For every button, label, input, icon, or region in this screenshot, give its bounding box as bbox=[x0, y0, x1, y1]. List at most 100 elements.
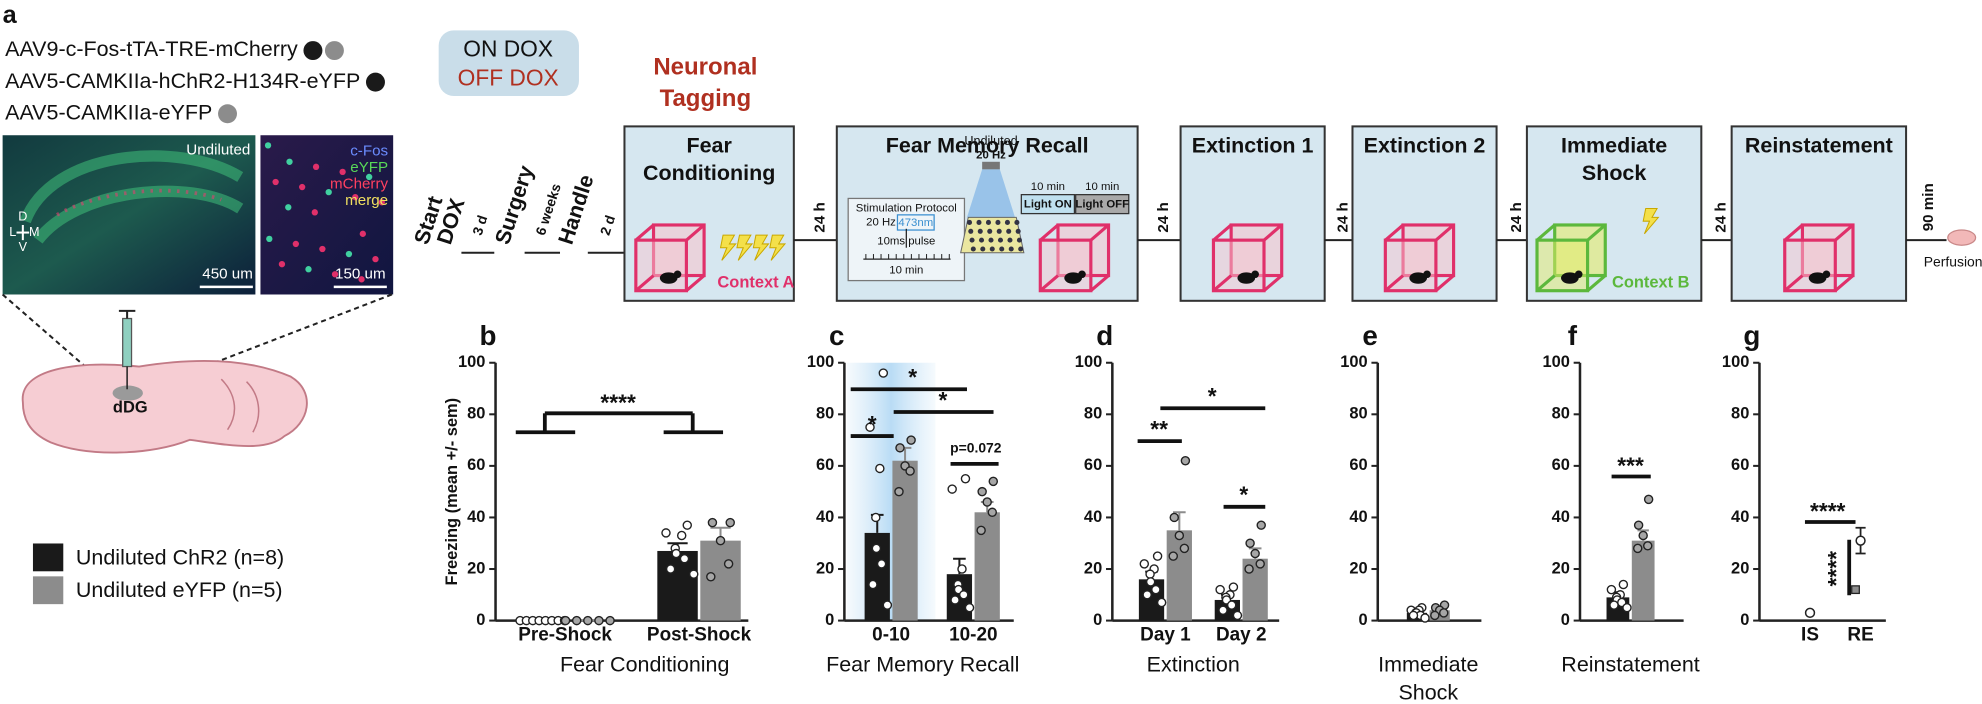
cell bbox=[378, 199, 385, 206]
label: M bbox=[29, 225, 40, 239]
data-point bbox=[1179, 543, 1190, 554]
context-edge bbox=[685, 223, 706, 242]
data-point bbox=[676, 530, 687, 541]
x-axis-label: Immediate bbox=[1378, 653, 1478, 677]
gap-label: 90 min bbox=[1920, 183, 1937, 231]
y-tick-label: 60 bbox=[1731, 456, 1749, 474]
cell bbox=[266, 235, 273, 243]
data-point bbox=[1642, 541, 1653, 551]
data-point bbox=[560, 615, 571, 626]
data-point bbox=[661, 528, 671, 538]
bar bbox=[1166, 530, 1192, 621]
mouse-head bbox=[1251, 270, 1259, 279]
data-point bbox=[671, 548, 681, 559]
bar bbox=[1631, 540, 1655, 621]
channel-label: eYFP bbox=[350, 159, 388, 176]
label: Neuronal bbox=[653, 54, 757, 81]
channel-label: merge bbox=[345, 192, 388, 209]
well bbox=[980, 246, 986, 252]
y-tick-label: 80 bbox=[467, 405, 485, 423]
mouse bbox=[1409, 272, 1428, 284]
y-tick-label: 40 bbox=[467, 508, 485, 526]
error-bar bbox=[1173, 511, 1186, 531]
data-point bbox=[906, 435, 916, 445]
y-tick-label: 100 bbox=[1722, 353, 1749, 371]
data-point bbox=[715, 535, 726, 546]
label: 20 Hz bbox=[866, 216, 896, 228]
cell bbox=[286, 158, 293, 165]
mouse-head bbox=[1078, 270, 1086, 279]
light-on bbox=[1020, 194, 1076, 215]
label: 10 min bbox=[889, 264, 923, 276]
significance-label: * bbox=[868, 411, 877, 437]
data-point bbox=[865, 422, 875, 432]
well bbox=[1007, 237, 1013, 243]
data-point bbox=[1255, 559, 1265, 569]
data-point bbox=[723, 559, 734, 569]
well bbox=[977, 228, 983, 234]
label: 20 Hz bbox=[976, 149, 1006, 161]
legend-swatch bbox=[32, 543, 64, 572]
data-point bbox=[725, 517, 735, 528]
cell bbox=[311, 209, 318, 216]
data-point bbox=[871, 512, 881, 523]
data-point bbox=[982, 497, 992, 507]
data-point bbox=[665, 564, 676, 574]
data-point bbox=[987, 507, 998, 518]
context-edge bbox=[1039, 223, 1060, 242]
well bbox=[1015, 228, 1021, 234]
well bbox=[997, 237, 1004, 243]
data-point bbox=[688, 569, 699, 579]
data-point bbox=[1232, 610, 1243, 621]
context-edge bbox=[634, 223, 655, 242]
brain bbox=[21, 360, 308, 454]
cell bbox=[365, 173, 373, 181]
y-tick-label: 40 bbox=[1552, 508, 1570, 526]
shock-bolt bbox=[736, 234, 754, 261]
well bbox=[970, 246, 976, 252]
y-tick-label: 0 bbox=[825, 611, 834, 629]
cell bbox=[278, 260, 286, 268]
data-point bbox=[882, 600, 893, 610]
y-tick-label: 20 bbox=[1349, 559, 1367, 577]
cell bbox=[292, 240, 300, 248]
mouse bbox=[659, 272, 678, 284]
data-point bbox=[679, 553, 690, 564]
data-point bbox=[878, 368, 889, 378]
data-point bbox=[950, 595, 960, 605]
label: 150 um bbox=[335, 265, 386, 282]
stage-title: Shock bbox=[1582, 161, 1646, 185]
data-point bbox=[1145, 569, 1155, 579]
y-tick-label: 60 bbox=[467, 456, 485, 474]
timeline-step: Handle bbox=[554, 172, 599, 248]
y-tick-label: 100 bbox=[1542, 353, 1569, 371]
data-point bbox=[1174, 530, 1185, 541]
mouse-head bbox=[1822, 270, 1831, 279]
y-tick-label: 80 bbox=[1349, 405, 1367, 423]
well bbox=[1018, 246, 1024, 252]
zoom-line bbox=[1, 293, 112, 391]
label: Light OFF bbox=[1075, 199, 1129, 211]
cell bbox=[272, 178, 279, 186]
data-point bbox=[1256, 520, 1266, 530]
context-edge bbox=[1089, 274, 1110, 292]
panel-label: a bbox=[3, 1, 18, 29]
well bbox=[1006, 228, 1012, 234]
shock-bolt bbox=[752, 234, 770, 261]
context-edge bbox=[1384, 223, 1405, 242]
significance-label: * bbox=[1208, 383, 1217, 409]
legend-label: Undiluted eYFP (n=5) bbox=[76, 578, 283, 602]
stage-title: Extinction 1 bbox=[1192, 133, 1314, 157]
data-point bbox=[707, 517, 718, 528]
data-point bbox=[947, 484, 957, 494]
label: Tagging bbox=[660, 85, 752, 112]
data-point bbox=[1244, 564, 1254, 574]
context-edge bbox=[1039, 274, 1060, 292]
data-point bbox=[1804, 607, 1816, 619]
data-point bbox=[1168, 551, 1178, 561]
construct-label: AAV5-CAMKIIa-hChR2-H134R-eYFP bbox=[5, 69, 360, 93]
y-tick-label: 60 bbox=[816, 456, 834, 474]
label: ON DOX bbox=[463, 36, 553, 62]
context-edge bbox=[1262, 223, 1283, 242]
cell bbox=[305, 266, 312, 273]
